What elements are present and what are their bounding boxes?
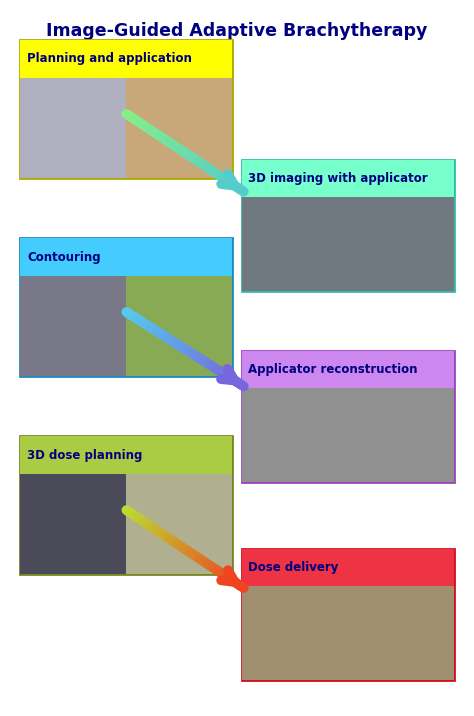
FancyBboxPatch shape <box>20 436 232 475</box>
FancyBboxPatch shape <box>127 276 232 376</box>
Text: Contouring: Contouring <box>27 251 100 263</box>
FancyBboxPatch shape <box>127 475 232 574</box>
Text: Dose delivery: Dose delivery <box>248 561 338 574</box>
Text: 3D imaging with applicator: 3D imaging with applicator <box>248 172 428 185</box>
FancyBboxPatch shape <box>242 160 454 196</box>
FancyBboxPatch shape <box>20 39 232 78</box>
FancyBboxPatch shape <box>20 78 127 178</box>
Text: Applicator reconstruction: Applicator reconstruction <box>248 363 418 376</box>
Text: 3D dose planning: 3D dose planning <box>27 449 142 462</box>
FancyBboxPatch shape <box>242 196 454 291</box>
FancyBboxPatch shape <box>20 276 127 376</box>
FancyBboxPatch shape <box>127 78 232 178</box>
FancyBboxPatch shape <box>20 475 127 574</box>
Text: Planning and application: Planning and application <box>27 52 192 65</box>
FancyBboxPatch shape <box>242 387 454 482</box>
FancyBboxPatch shape <box>242 586 454 680</box>
FancyBboxPatch shape <box>20 238 232 276</box>
FancyBboxPatch shape <box>242 351 454 387</box>
Text: Image-Guided Adaptive Brachytherapy: Image-Guided Adaptive Brachytherapy <box>46 22 428 40</box>
FancyBboxPatch shape <box>242 549 454 586</box>
